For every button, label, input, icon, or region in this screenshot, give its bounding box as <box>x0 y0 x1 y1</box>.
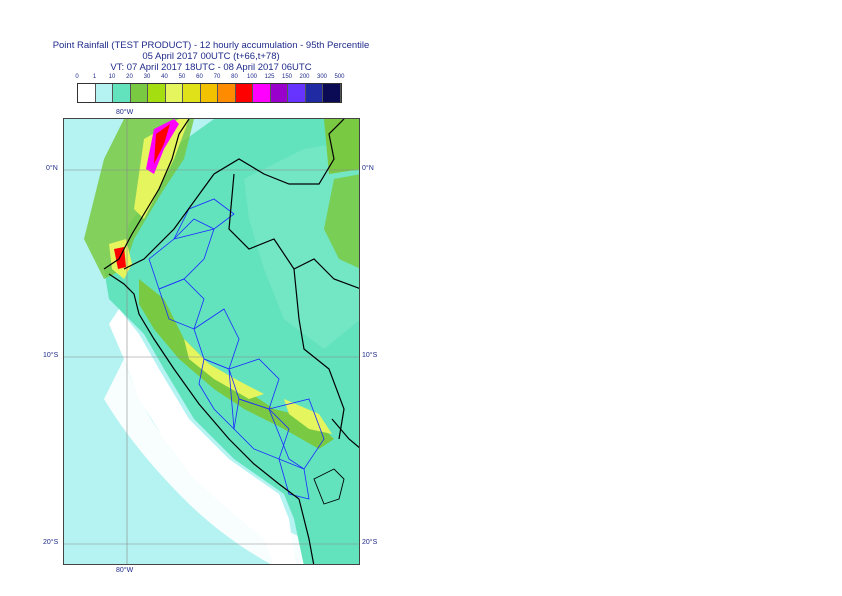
east-green-patch <box>324 174 359 269</box>
lon-label-bottom: 80°W <box>116 567 134 574</box>
red-core-north <box>154 124 170 164</box>
legend-tick-label: 70 <box>213 74 221 80</box>
lat-label-0n-left: 0°N <box>46 165 58 172</box>
legend-swatch <box>218 84 236 102</box>
country-borders <box>103 119 359 564</box>
legend-tick-label: 10 <box>108 74 116 80</box>
legend-tick-label: 100 <box>246 74 258 80</box>
legend-swatch <box>200 84 218 102</box>
legend-swatch <box>323 84 341 102</box>
map-svg <box>64 119 359 564</box>
legend-tick-label: 0 <box>75 74 79 80</box>
amazon-region <box>244 139 359 349</box>
legend-labels: 0 1 10 20 30 40 50 60 70 80 100 125 150 200 300 500 <box>60 74 360 84</box>
legend-bar <box>77 83 342 103</box>
legend-tick-label: 125 <box>264 74 275 80</box>
legend-tick-label: 40 <box>161 74 168 80</box>
legend-tick-label: 200 <box>299 74 310 80</box>
legend-swatch <box>165 84 183 102</box>
rainfall-map <box>63 118 360 565</box>
south-yellow-patch <box>284 399 332 434</box>
admin-boundaries <box>148 198 325 500</box>
legend-swatch <box>183 84 201 102</box>
legend-tick-label: 500 <box>334 74 345 80</box>
andes-spine-rain <box>139 279 334 449</box>
lat-label-10s-left: 10°S <box>43 352 59 359</box>
legend-swatch <box>130 84 148 102</box>
color-legend: 0 1 10 20 30 40 50 60 70 80 100 125 150 200 300 500 <box>60 74 360 104</box>
yellow-band <box>134 119 189 219</box>
legend-tick-label: 150 <box>281 74 293 80</box>
title-line-1: Point Rainfall (TEST PRODUCT) - 12 hourl… <box>52 40 370 51</box>
legend-swatch <box>113 84 131 102</box>
legend-swatch <box>78 84 96 102</box>
andes-yellow <box>184 339 264 399</box>
legend-swatch <box>270 84 288 102</box>
lat-label-10s-right: 10°S <box>362 352 378 359</box>
legend-tick-label: 50 <box>178 74 186 80</box>
legend-swatch <box>235 84 253 102</box>
dry-coast <box>109 309 296 564</box>
title-line-3: VT: 07 April 2017 18UTC - 08 April 2017 … <box>110 62 312 73</box>
legend-swatch <box>305 84 323 102</box>
legend-swatch <box>288 84 306 102</box>
lat-label-20s-left: 20°S <box>43 539 59 546</box>
legend-tick-label: 80 <box>231 74 238 80</box>
legend-tick-label: 1 <box>92 74 97 80</box>
legend-swatch <box>148 84 166 102</box>
legend-tick-label: 300 <box>316 74 328 80</box>
legend-tick-label: 20 <box>126 74 133 80</box>
legend-tick-label: 30 <box>143 74 151 80</box>
title-block: Point Rainfall (TEST PRODUCT) - 12 hourl… <box>20 40 402 73</box>
legend-swatch <box>95 84 113 102</box>
legend-swatch <box>253 84 271 102</box>
title-line-2: 05 April 2017 00UTC (t+66,t+78) <box>142 51 280 62</box>
lat-label-20s-right: 20°S <box>362 539 378 546</box>
lat-label-0n-right: 0°N <box>362 165 374 172</box>
lon-label-top: 80°W <box>116 109 134 116</box>
legend-tick-label: 60 <box>196 74 203 80</box>
